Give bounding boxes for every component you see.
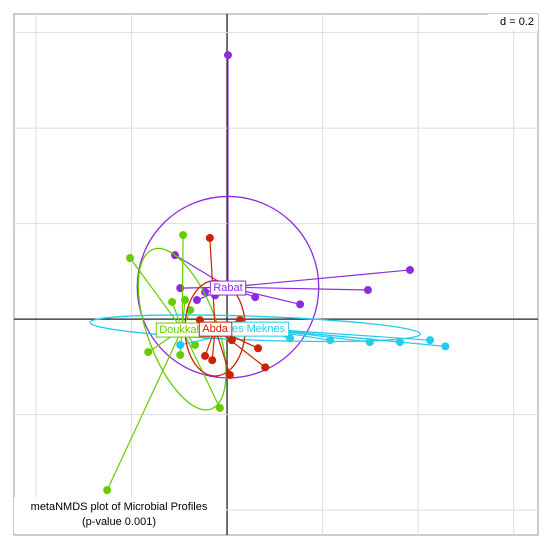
sample-point [176, 350, 185, 359]
star-segment [106, 328, 183, 491]
sample-point [254, 344, 263, 353]
grid-label: d = 0.2 [500, 16, 534, 28]
sample-point [192, 296, 201, 305]
sample-point [251, 293, 260, 302]
group-ellipse [89, 314, 422, 343]
plot-frame [13, 13, 539, 536]
sample-point [215, 403, 224, 412]
sample-point [405, 265, 414, 274]
sample-point [205, 233, 214, 242]
star-segment [227, 286, 368, 291]
group-label: Rabat [213, 282, 242, 294]
sample-point [126, 254, 135, 263]
spacer [524, 10, 525, 11]
group-label: Abda [202, 323, 229, 335]
group-label-box [198, 321, 233, 337]
sample-point [181, 296, 190, 305]
grid-label-bg [488, 14, 538, 30]
group-label-box [209, 280, 247, 296]
star-segment [129, 257, 183, 330]
sample-point [144, 348, 153, 357]
sample-point [441, 342, 450, 351]
sample-point [223, 51, 232, 60]
sample-point [168, 297, 177, 306]
grid [14, 14, 538, 535]
sample-point [179, 231, 188, 240]
sample-point [103, 486, 112, 495]
chart-subtitle: (p-value 0.001) [82, 516, 156, 528]
star-segment [181, 235, 184, 330]
star-segment [227, 269, 411, 288]
sample-point [426, 336, 435, 345]
sample-point [395, 338, 404, 347]
sample-point [363, 286, 372, 295]
group-label: Fes Meknes [225, 323, 285, 335]
star-segment [181, 328, 221, 409]
sample-point [201, 351, 210, 360]
title-bg [14, 497, 226, 533]
sample-point [227, 336, 236, 345]
group-label: Doukkala [159, 324, 206, 336]
sample-point [176, 340, 185, 349]
sample-point [261, 363, 270, 372]
sample-point [365, 338, 374, 347]
sample-point [296, 300, 305, 309]
chart-title: metaNMDS plot of Microbial Profiles [31, 501, 208, 513]
sample-point [191, 340, 200, 349]
sample-point [326, 336, 335, 345]
sample-point [208, 356, 217, 365]
sample-point [225, 371, 234, 380]
